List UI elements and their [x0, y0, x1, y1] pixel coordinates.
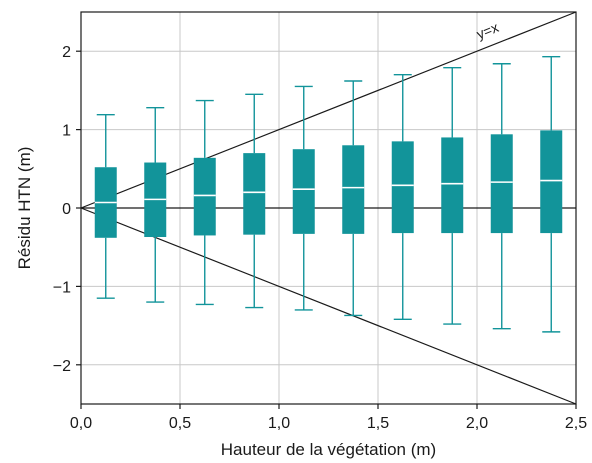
- x-tick-label: 0,5: [169, 415, 191, 432]
- box-9: [490, 63, 513, 330]
- y-tick-label: 2: [62, 44, 71, 61]
- box-iqr: [540, 130, 563, 234]
- box-3: [193, 99, 216, 306]
- boxes: [94, 55, 563, 333]
- x-tick-label: 2,0: [466, 415, 488, 432]
- x-tick-label: 1,5: [367, 415, 389, 432]
- box-1: [94, 114, 117, 299]
- x-tick-label: 1,0: [268, 415, 290, 432]
- line-annotation: y=x: [474, 19, 501, 42]
- y-axis-label: Résidu HTN (m): [15, 147, 34, 270]
- y-tick-label: 0: [62, 201, 71, 218]
- x-tick-label: 2,5: [565, 415, 587, 432]
- x-axis-label: Hauteur de la végétation (m): [221, 440, 436, 459]
- box-iqr: [243, 153, 266, 235]
- reference-line-y-equals-minus-x: [80, 207, 577, 405]
- box-5: [292, 85, 315, 311]
- y-tick-label: −1: [53, 279, 71, 296]
- y-axis-ticks: −2 −1 0 1 2: [53, 44, 81, 375]
- box-10: [540, 55, 563, 333]
- box-8: [441, 66, 464, 325]
- box-iqr: [292, 149, 315, 234]
- box-2: [144, 106, 167, 303]
- box-iqr: [391, 141, 414, 234]
- box-7: [391, 74, 414, 321]
- box-iqr: [342, 145, 365, 234]
- y-tick-label: −2: [53, 358, 71, 375]
- box-iqr: [490, 134, 513, 234]
- box-6: [342, 80, 365, 317]
- box-4: [243, 93, 266, 309]
- box-iqr: [193, 157, 216, 236]
- x-axis-ticks: 0,0 0,5 1,0 1,5 2,0 2,5: [70, 404, 587, 432]
- y-tick-label: 1: [62, 123, 71, 140]
- x-tick-label: 0,0: [70, 415, 92, 432]
- box-iqr: [441, 137, 464, 234]
